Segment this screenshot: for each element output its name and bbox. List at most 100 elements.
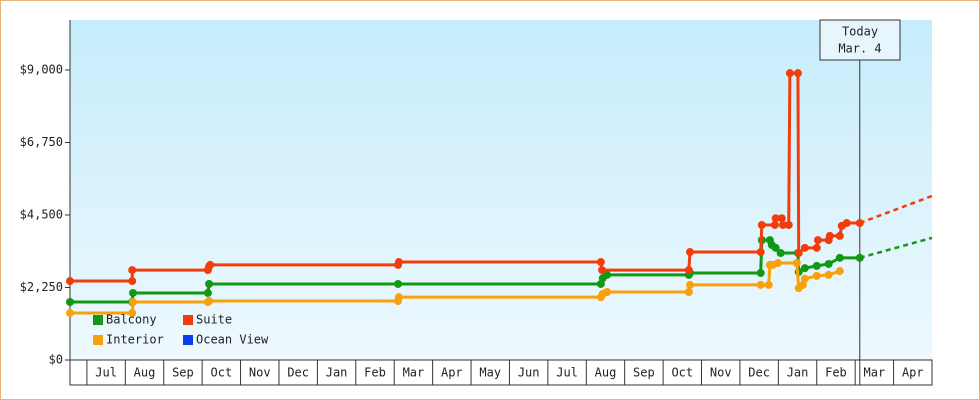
point bbox=[773, 258, 782, 267]
point bbox=[770, 220, 779, 229]
x-tick-label: Oct bbox=[671, 366, 693, 380]
point bbox=[394, 279, 403, 288]
y-tick-label: $2,250 bbox=[20, 280, 63, 294]
x-tick-label: Jan bbox=[787, 366, 809, 380]
point bbox=[835, 267, 844, 276]
x-tick-label: May bbox=[479, 366, 501, 380]
point bbox=[206, 260, 215, 269]
point bbox=[785, 69, 794, 78]
point bbox=[756, 248, 765, 257]
point bbox=[793, 69, 802, 78]
legend-swatch bbox=[183, 315, 193, 325]
point bbox=[812, 243, 821, 252]
point bbox=[842, 219, 851, 228]
x-tick-label: Mar bbox=[864, 366, 886, 380]
x-tick-label: Sep bbox=[633, 366, 655, 380]
forecast-line bbox=[859, 194, 933, 225]
point bbox=[792, 258, 801, 267]
legend-label: Suite bbox=[196, 313, 232, 327]
point bbox=[784, 220, 793, 229]
point bbox=[66, 308, 74, 317]
point bbox=[776, 249, 785, 258]
y-tick-label: $9,000 bbox=[20, 62, 63, 76]
point bbox=[394, 293, 403, 302]
point bbox=[777, 214, 786, 223]
point bbox=[128, 288, 137, 297]
point bbox=[203, 288, 212, 297]
today-date: Mar. 4 bbox=[838, 42, 881, 56]
point bbox=[794, 249, 803, 258]
x-tick-label: Jul bbox=[95, 366, 117, 380]
x-tick-label: Aug bbox=[134, 366, 156, 380]
point bbox=[66, 297, 74, 306]
point bbox=[824, 259, 833, 268]
point bbox=[771, 214, 780, 223]
legend-label: Interior bbox=[106, 333, 164, 347]
point bbox=[603, 270, 612, 279]
x-tick-label: Nov bbox=[249, 366, 271, 380]
point bbox=[684, 288, 693, 296]
point bbox=[205, 279, 214, 288]
point bbox=[757, 220, 766, 229]
point bbox=[835, 231, 844, 240]
point bbox=[813, 236, 822, 245]
point bbox=[771, 243, 780, 252]
x-tick-label: Nov bbox=[710, 366, 732, 380]
x-tick-label: Oct bbox=[211, 366, 233, 380]
plot-area bbox=[70, 20, 932, 360]
legend-swatch bbox=[93, 335, 103, 345]
forecast-line bbox=[859, 236, 933, 260]
point bbox=[684, 266, 693, 275]
point bbox=[800, 264, 809, 273]
point bbox=[756, 280, 765, 289]
point bbox=[855, 219, 864, 228]
legend-label: Ocean View bbox=[196, 333, 269, 347]
x-tick-label: Dec bbox=[287, 366, 309, 380]
point bbox=[128, 308, 137, 317]
x-tick-label: Mar bbox=[403, 366, 425, 380]
point bbox=[800, 274, 809, 283]
point bbox=[824, 270, 833, 279]
point bbox=[603, 288, 612, 296]
point bbox=[128, 266, 137, 275]
legend-swatch bbox=[183, 335, 193, 345]
point bbox=[798, 280, 807, 289]
x-tick-label: Feb bbox=[825, 366, 847, 380]
point bbox=[812, 261, 821, 270]
y-tick-label: $6,750 bbox=[20, 135, 63, 149]
point bbox=[825, 231, 834, 240]
point bbox=[812, 271, 821, 280]
x-tick-label: Apr bbox=[902, 366, 924, 380]
point bbox=[764, 280, 773, 289]
x-axis-band bbox=[69, 359, 933, 386]
point bbox=[800, 243, 809, 252]
point bbox=[756, 268, 765, 277]
x-tick-label: Jan bbox=[326, 366, 348, 380]
x-tick-label: Jun bbox=[518, 366, 540, 380]
point bbox=[596, 258, 605, 267]
point bbox=[394, 258, 403, 267]
x-tick-label: Aug bbox=[595, 366, 617, 380]
x-tick-label: Feb bbox=[364, 366, 386, 380]
legend-swatch bbox=[93, 315, 103, 325]
point bbox=[835, 253, 844, 262]
y-tick-label: $4,500 bbox=[20, 207, 63, 221]
x-tick-label: Dec bbox=[748, 366, 770, 380]
point bbox=[685, 280, 694, 289]
y-tick-label: $0 bbox=[49, 353, 63, 367]
today-label: Today bbox=[842, 25, 878, 39]
x-tick-label: Sep bbox=[172, 366, 194, 380]
x-tick-label: Apr bbox=[441, 366, 463, 380]
point bbox=[128, 277, 137, 286]
point bbox=[855, 253, 864, 262]
point bbox=[778, 220, 787, 229]
point bbox=[205, 297, 214, 306]
legend-label: Balcony bbox=[106, 313, 157, 327]
point bbox=[66, 277, 74, 286]
today-box bbox=[819, 19, 901, 61]
point bbox=[128, 297, 137, 306]
x-tick-label: Jul bbox=[556, 366, 578, 380]
point bbox=[598, 266, 607, 275]
point bbox=[685, 248, 694, 257]
